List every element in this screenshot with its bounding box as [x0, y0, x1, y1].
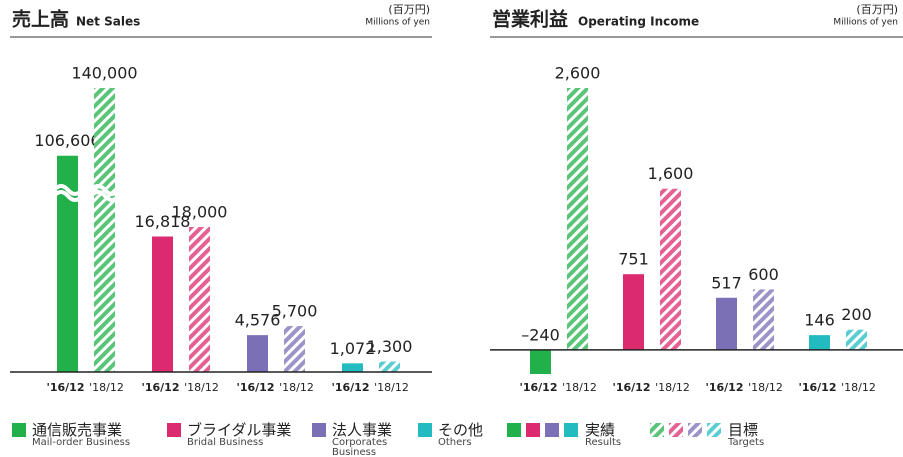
chart-subtitle: Net Sales — [76, 15, 140, 29]
legend-label: その他 — [438, 421, 484, 439]
bar — [753, 289, 774, 350]
legend-swatch — [312, 423, 326, 437]
value-label: 106,606 — [34, 131, 100, 150]
x-tick-label: '18/12 — [89, 381, 124, 394]
chart-title: 売上高 — [12, 8, 69, 31]
axis-break — [52, 184, 84, 202]
legend-swatch — [12, 423, 26, 437]
x-tick-label: '16/12 — [798, 381, 836, 394]
x-tick-label: '16/12 — [141, 381, 179, 394]
bar — [94, 88, 115, 372]
bar — [189, 226, 210, 372]
legend-swatch — [167, 423, 181, 437]
legend-swatch — [650, 423, 664, 437]
axis-break — [89, 184, 121, 202]
x-tick-label: '16/12 — [612, 381, 650, 394]
value-label: 18,000 — [172, 202, 228, 221]
x-tick-label: '16/12 — [236, 381, 274, 394]
bar — [247, 335, 268, 372]
bar — [809, 335, 830, 350]
value-label: 140,000 — [71, 64, 137, 83]
legend-item: ブライダル事業 Bridal Business — [187, 423, 291, 448]
legend-label: 実績 — [585, 421, 616, 439]
value-label: 4,576 — [235, 311, 281, 330]
legend-label: 法人事業 — [332, 421, 393, 439]
legend-item: その他 Others — [438, 423, 483, 448]
bar — [716, 297, 737, 350]
bar — [567, 88, 588, 350]
bar — [660, 188, 681, 350]
value-label: 200 — [841, 305, 872, 324]
unit: (百万円) — [856, 3, 898, 16]
x-tick-label: '16/12 — [331, 381, 369, 394]
bar — [623, 274, 644, 350]
x-tick-label: '18/12 — [279, 381, 314, 394]
x-tick-label: '16/12 — [705, 381, 743, 394]
legend-swatch — [507, 423, 521, 437]
value-label: 600 — [748, 265, 779, 284]
value-label: 16,818 — [135, 212, 191, 231]
x-tick-label: '18/12 — [562, 381, 597, 394]
legend-swatch — [564, 423, 578, 437]
value-label: 1,300 — [367, 337, 413, 356]
legend-swatch — [669, 423, 683, 437]
legend-label-en: Mail-order Business — [32, 437, 131, 448]
value-label: 517 — [711, 273, 742, 292]
legend-item: 通信販売事業 Mail-order Business — [32, 423, 130, 448]
bar — [379, 361, 400, 372]
x-tick-label: '18/12 — [184, 381, 219, 394]
bar — [152, 236, 173, 372]
legend-label-en: Corporates Business — [332, 437, 388, 457]
value-label: 1,600 — [648, 164, 694, 183]
legend-label-en: Targets — [728, 437, 765, 448]
value-label: 5,700 — [272, 302, 318, 321]
chart-title: 営業利益 — [492, 8, 568, 31]
x-tick-label: '18/12 — [374, 381, 409, 394]
value-label: 1,072 — [330, 339, 376, 358]
legend-label-en: Others — [438, 437, 472, 448]
legend-swatch — [688, 423, 702, 437]
legend-item: 法人事業 Corporates Business — [332, 423, 402, 457]
legend-item: 実績 Results — [585, 423, 621, 448]
value-label: 751 — [618, 250, 649, 269]
legend-label: 目標 — [728, 421, 759, 439]
value-label: 2,600 — [555, 64, 601, 83]
bar — [342, 363, 363, 372]
unit-en: Millions of yen — [833, 18, 898, 28]
x-tick-label: '16/12 — [46, 381, 84, 394]
x-tick-label: '18/12 — [655, 381, 690, 394]
unit-en: Millions of yen — [365, 18, 430, 28]
value-label: 146 — [804, 311, 835, 330]
legend-swatch — [418, 423, 432, 437]
bar — [57, 155, 78, 372]
legend-label-en: Results — [585, 437, 622, 448]
x-tick-label: '18/12 — [748, 381, 783, 394]
bar — [530, 349, 551, 374]
legend-label: ブライダル事業 — [187, 421, 292, 439]
legend-swatch — [545, 423, 559, 437]
legend-swatch — [707, 423, 721, 437]
unit: (百万円) — [388, 3, 430, 16]
legend-label-en: Bridal Business — [187, 437, 264, 448]
legend-swatch — [526, 423, 540, 437]
bar — [846, 329, 867, 350]
legend-item: 目標 Targets — [728, 423, 764, 448]
legend-label: 通信販売事業 — [32, 421, 123, 439]
x-tick-label: '18/12 — [841, 381, 876, 394]
value-label: –240 — [521, 325, 560, 344]
chart-subtitle: Operating Income — [578, 15, 699, 29]
bar — [284, 326, 305, 372]
x-tick-label: '16/12 — [519, 381, 557, 394]
